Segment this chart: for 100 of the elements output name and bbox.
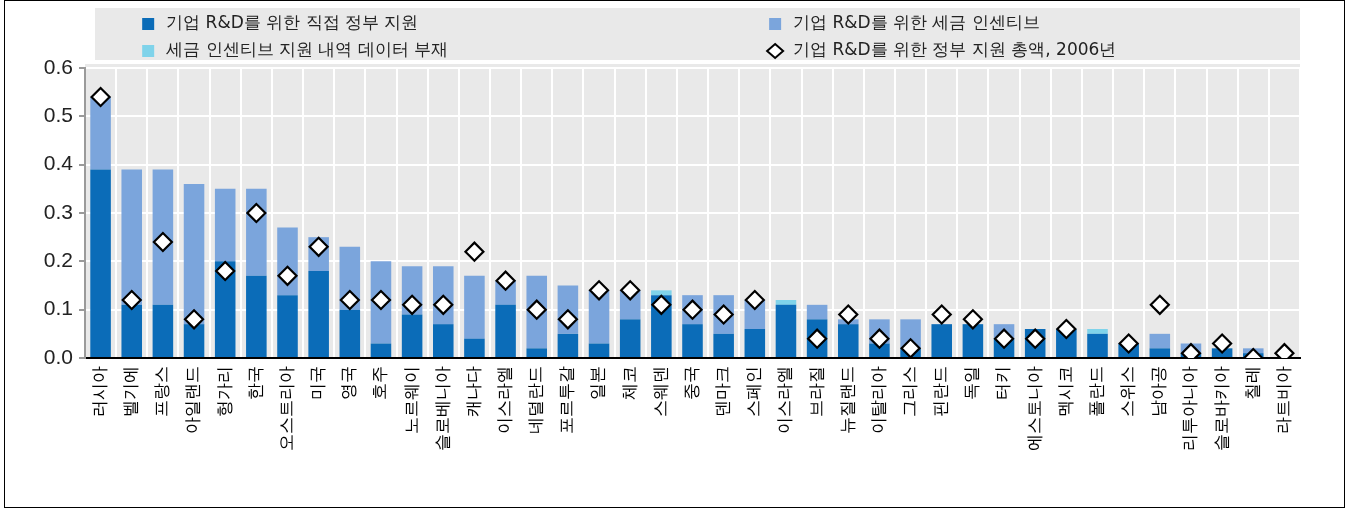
point bbox=[495, 270, 516, 291]
point bbox=[713, 304, 734, 325]
bar bbox=[557, 333, 579, 357]
point bbox=[900, 338, 921, 358]
bar bbox=[432, 324, 454, 357]
x-tick-label: 터키 bbox=[992, 366, 1013, 400]
x-tick-label: 스위스 bbox=[1117, 366, 1138, 417]
point bbox=[651, 294, 672, 315]
x-tick-label: 호주 bbox=[369, 366, 390, 400]
point bbox=[1118, 333, 1139, 354]
bar bbox=[651, 290, 672, 296]
x-tick-label: 독일 bbox=[961, 366, 982, 400]
point bbox=[1212, 333, 1233, 354]
bar bbox=[744, 329, 766, 357]
bar bbox=[775, 304, 797, 357]
bar bbox=[619, 319, 641, 357]
bar bbox=[682, 324, 703, 357]
x-tick-label: 이스라엘 bbox=[774, 366, 795, 434]
x-tick-label: 일본 bbox=[587, 366, 608, 400]
x-tick-label: 노르웨이 bbox=[400, 366, 421, 434]
x-tick-label: 중국 bbox=[680, 366, 701, 400]
bar bbox=[339, 309, 361, 357]
point bbox=[246, 202, 267, 224]
bar bbox=[526, 348, 548, 357]
x-tick-label: 멕시코 bbox=[1054, 366, 1075, 417]
point bbox=[277, 265, 298, 286]
bar bbox=[1149, 348, 1171, 357]
point bbox=[588, 280, 610, 301]
point bbox=[1149, 294, 1170, 315]
point bbox=[931, 304, 952, 325]
y-tick-label: 0.3 bbox=[43, 199, 73, 223]
bar bbox=[495, 304, 516, 357]
bar bbox=[713, 333, 734, 357]
x-tick-label: 칠레 bbox=[1241, 366, 1262, 400]
x-tick-label: 캐나다 bbox=[462, 366, 483, 417]
point bbox=[90, 86, 111, 108]
point bbox=[464, 241, 485, 262]
x-tick-label: 포르투갈 bbox=[556, 366, 577, 434]
bar bbox=[152, 304, 174, 357]
bar bbox=[401, 314, 423, 357]
x-tick-label: 벨기에 bbox=[120, 366, 141, 417]
x-tick-label: 에스토니아 bbox=[1023, 366, 1044, 451]
point bbox=[869, 328, 890, 349]
x-tick-label: 네덜란드 bbox=[525, 366, 546, 434]
bar bbox=[370, 343, 392, 357]
x-tick-label: 그리스 bbox=[899, 366, 919, 417]
x-tick-label: 폴란드 bbox=[1085, 366, 1106, 417]
bar bbox=[308, 271, 329, 357]
x-tick-label: 헝가리 bbox=[213, 366, 234, 417]
x-tick-label: 리투아니아 bbox=[1179, 366, 1200, 451]
point bbox=[402, 294, 423, 315]
point bbox=[215, 260, 236, 282]
bar bbox=[214, 188, 236, 262]
point bbox=[121, 289, 142, 311]
point bbox=[838, 304, 859, 325]
bar bbox=[464, 275, 485, 339]
x-tick-label: 이탈리아 bbox=[867, 366, 888, 434]
bar bbox=[1087, 329, 1108, 334]
y-tick-label: 0.1 bbox=[43, 296, 73, 320]
bar bbox=[90, 169, 111, 357]
x-tick-label: 남아공 bbox=[1148, 366, 1169, 417]
bar bbox=[1149, 333, 1171, 349]
x-tick-label: 라트비아 bbox=[1272, 366, 1293, 434]
point bbox=[339, 289, 360, 311]
point bbox=[526, 299, 547, 320]
x-tick-label: 스웨덴 bbox=[649, 366, 670, 417]
point bbox=[620, 280, 641, 301]
x-tick-label: 아일랜드 bbox=[182, 366, 203, 434]
bar bbox=[121, 169, 143, 305]
x-tick-label: 오스트리아 bbox=[275, 366, 296, 451]
legend-label: 기업 R&D를 위한 세금 인센티브 bbox=[793, 12, 1040, 33]
x-tick-label: 슬로베니아 bbox=[431, 366, 452, 451]
x-tick-label: 미국 bbox=[307, 366, 328, 400]
point bbox=[1056, 318, 1077, 340]
x-tick-label: 슬로바키아 bbox=[1210, 366, 1231, 451]
bar bbox=[183, 184, 205, 325]
bar bbox=[775, 300, 797, 305]
x-tick-label: 프랑스 bbox=[151, 366, 172, 417]
bar bbox=[183, 324, 205, 357]
point bbox=[993, 328, 1015, 349]
x-tick-label: 스페인 bbox=[743, 366, 764, 417]
y-tick-label: 0.6 bbox=[43, 54, 73, 78]
bar bbox=[806, 304, 828, 320]
x-tick-label: 영국 bbox=[338, 366, 359, 400]
point bbox=[370, 289, 392, 311]
y-tick-label: 0.5 bbox=[43, 103, 73, 127]
bar bbox=[277, 295, 298, 357]
x-tick-label: 핀란드 bbox=[930, 366, 951, 417]
bar bbox=[837, 324, 859, 357]
legend-label: 세금 인센티브 지원 내역 데이터 부재 bbox=[166, 39, 449, 60]
point bbox=[682, 299, 703, 320]
point bbox=[433, 294, 454, 315]
legend-label: 기업 R&D를 위한 직접 정부 지원 bbox=[166, 12, 419, 33]
x-tick-label: 브라질 bbox=[805, 366, 826, 417]
bar bbox=[931, 324, 953, 357]
bar bbox=[464, 338, 485, 357]
x-tick-label: 체코 bbox=[618, 366, 639, 400]
bar bbox=[246, 275, 267, 357]
point bbox=[152, 231, 173, 253]
legend-label: 기업 R&D를 위한 정부 지원 총액, 2006년 bbox=[793, 39, 1117, 60]
